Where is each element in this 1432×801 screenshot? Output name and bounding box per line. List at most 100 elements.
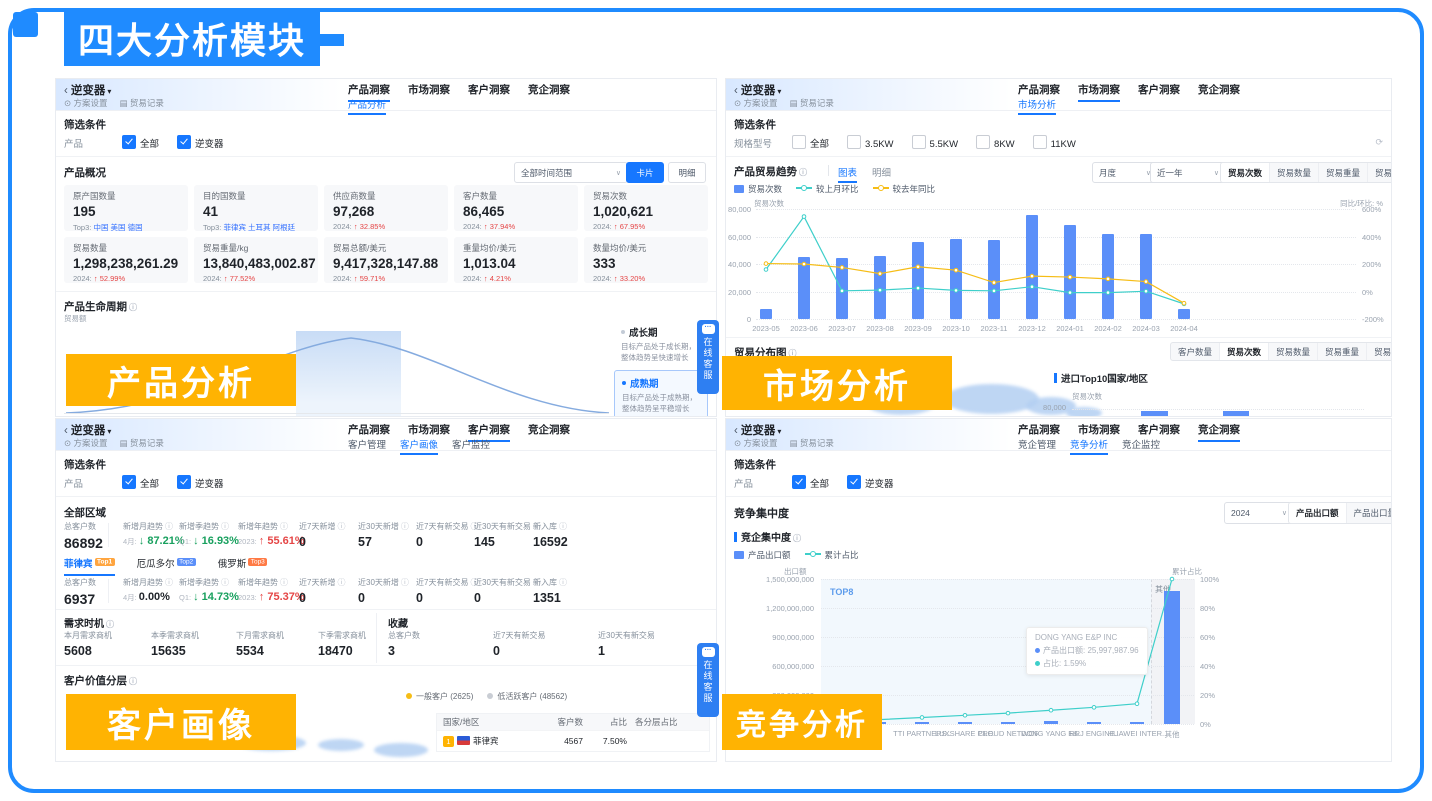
info-icon[interactable]: ⓘ [532,578,541,587]
stage-mature-card[interactable]: 成熟期 目标产品处于成熟期，整体趋势呈平稳增长 [614,370,708,416]
view-detail-tab[interactable]: 明细 [872,168,892,179]
checkbox-icon[interactable] [122,135,136,149]
subtab-customer-management[interactable]: 客户管理 [348,440,387,451]
tab-competitor-insight[interactable]: 竞企洞察 [1198,84,1240,96]
stage-growth-card[interactable]: 成长期 目标产品处于成长期，整体趋势呈快速增长 [614,320,708,368]
trade-records-button[interactable]: ▤ 贸易记录 [790,437,834,449]
tab-competitor-insight[interactable]: 竞企洞察 [528,84,570,96]
metric-trade-quantity[interactable]: 贸易数量 [1269,343,1319,360]
checkbox-icon[interactable] [792,475,806,489]
card-view-button[interactable]: 卡片 [626,162,664,183]
online-service-widget[interactable]: ··· 在线客服 [697,643,719,717]
detail-view-button[interactable]: 明细 [668,162,706,183]
legend-yoy[interactable]: 较去年同比 [872,183,935,195]
tab-market-insight[interactable]: 市场洞察 [408,84,450,96]
metric-customer-count[interactable]: 客户数量 [1171,343,1221,360]
checkbox-inverter[interactable]: 逆变器 [847,475,894,490]
checkbox-icon[interactable] [847,135,862,149]
info-icon[interactable]: ⓘ [129,303,137,312]
checkbox-all[interactable]: 全部 [122,135,159,150]
info-icon[interactable]: ⓘ [280,522,288,531]
info-icon[interactable]: ⓘ [221,522,229,531]
tab-product-insight[interactable]: 产品洞察 [348,82,390,102]
info-icon[interactable]: ⓘ [470,578,479,587]
tab-product-insight[interactable]: 产品洞察 [348,424,390,436]
metric-export-amount[interactable]: 产品出口额 [1289,503,1347,523]
checkbox-8kw[interactable]: 8KW [976,135,1015,150]
country-tab-ecuador[interactable]: 厄瓜多尔 Top2 [137,556,196,576]
info-icon[interactable]: ⓘ [559,522,567,531]
tab-market-insight[interactable]: 市场洞察 [1078,424,1120,436]
checkbox-icon[interactable] [792,135,806,149]
tab-market-insight[interactable]: 市场洞察 [408,424,450,436]
subtab-product-analysis[interactable]: 产品分析 [348,97,387,115]
tab-product-insight[interactable]: 产品洞察 [1018,424,1060,436]
plan-settings-button[interactable]: ⊙ 方案设置 [734,97,778,109]
scheme-selector[interactable]: ‹ 逆变器 ▾ [64,82,111,98]
subtab-competitor-management[interactable]: 竞企管理 [1018,440,1057,451]
checkbox-icon[interactable] [177,475,192,489]
checkbox-icon[interactable] [177,135,192,149]
top3-links[interactable]: 中国 美国 德国 [93,223,143,232]
checkbox-all[interactable]: 全部 [792,135,829,150]
checkbox-all[interactable]: 全部 [792,475,829,490]
legend-trade-count[interactable]: 贸易次数 [734,183,782,195]
table-row[interactable]: 1 菲律宾 4567 7.50% [437,730,709,751]
plan-settings-button[interactable]: ⊙ 方案设置 [734,437,778,449]
legend-mom[interactable]: 较上月环比 [796,183,859,195]
plan-settings-button[interactable]: ⊙ 方案设置 [64,437,108,449]
tab-customer-insight[interactable]: 客户洞察 [1138,424,1180,436]
checkbox-all[interactable]: 全部 [122,475,159,490]
scheme-selector[interactable]: ‹ 逆变器 ▾ [734,422,781,438]
legend-export-amount[interactable]: 产品出口额 [734,549,791,561]
info-icon[interactable]: ⓘ [532,522,541,531]
info-icon[interactable]: ⓘ [400,578,409,587]
checkbox-icon[interactable] [976,135,991,149]
trade-records-button[interactable]: ▤ 贸易记录 [790,97,834,109]
period-dropdown[interactable]: 月度 ∨ [1092,162,1158,183]
checkbox-11kw[interactable]: 11KW [1032,135,1076,150]
info-icon[interactable]: ⓘ [337,522,346,531]
metric-trade-amount[interactable]: 贸易金额 [1374,346,1392,357]
metric-trade-amount[interactable]: 贸易金额 [1375,167,1392,178]
checkbox-5-5kw[interactable]: 5.5KW [911,135,958,150]
metric-trade-count[interactable]: 贸易次数 [1221,163,1271,182]
info-icon[interactable]: ⓘ [400,522,409,531]
tab-competitor-insight[interactable]: 竞企洞察 [1198,422,1240,442]
online-service-widget[interactable]: ··· 在线客服 [697,320,719,394]
plan-settings-button[interactable]: ⊙ 方案设置 [64,97,108,109]
refresh-icon[interactable]: ⟳ [1375,137,1383,147]
metric-trade-quantity[interactable]: 贸易数量 [1270,163,1320,182]
subtab-competition-analysis[interactable]: 竞争分析 [1070,437,1109,455]
scheme-selector[interactable]: ‹ 逆变器 ▾ [734,82,781,98]
info-icon[interactable]: ⓘ [799,168,807,177]
info-icon[interactable]: ⓘ [337,578,346,587]
metric-trade-count[interactable]: 贸易次数 [1220,343,1270,360]
info-icon[interactable]: ⓘ [165,578,173,587]
checkbox-icon[interactable] [122,475,136,489]
checkbox-icon[interactable] [1032,135,1047,149]
metric-trade-weight[interactable]: 贸易重量 [1318,343,1368,360]
view-chart-tab[interactable]: 图表 [838,165,858,183]
country-tab-philippines[interactable]: 菲律宾 Top1 [64,556,115,576]
trade-records-button[interactable]: ▤ 贸易记录 [120,97,164,109]
tab-customer-insight[interactable]: 客户洞察 [468,84,510,96]
legend-general-customer[interactable]: 一般客户 (2625) [406,691,473,702]
subtab-market-analysis[interactable]: 市场分析 [1018,97,1057,115]
tab-product-insight[interactable]: 产品洞察 [1018,84,1060,96]
checkbox-3-5kw[interactable]: 3.5KW [847,135,894,150]
info-icon[interactable]: ⓘ [793,534,801,543]
tab-competitor-insight[interactable]: 竞企洞察 [528,424,570,436]
checkbox-icon[interactable] [847,475,862,489]
info-icon[interactable]: ⓘ [129,677,137,686]
subtab-competitor-monitor[interactable]: 竞企监控 [1122,440,1161,451]
metric-export-volume[interactable]: 产品出口量 [1353,508,1392,518]
top3-links[interactable]: 菲律宾 土耳其 阿根廷 [223,223,296,232]
trade-records-button[interactable]: ▤ 贸易记录 [120,437,164,449]
range-dropdown[interactable]: 近一年 ∨ [1150,162,1226,183]
info-icon[interactable]: ⓘ [165,522,173,531]
info-icon[interactable]: ⓘ [280,578,288,587]
info-icon[interactable]: ⓘ [470,522,479,531]
checkbox-inverter[interactable]: 逆变器 [177,475,224,490]
scheme-selector[interactable]: ‹ 逆变器 ▾ [64,422,111,438]
